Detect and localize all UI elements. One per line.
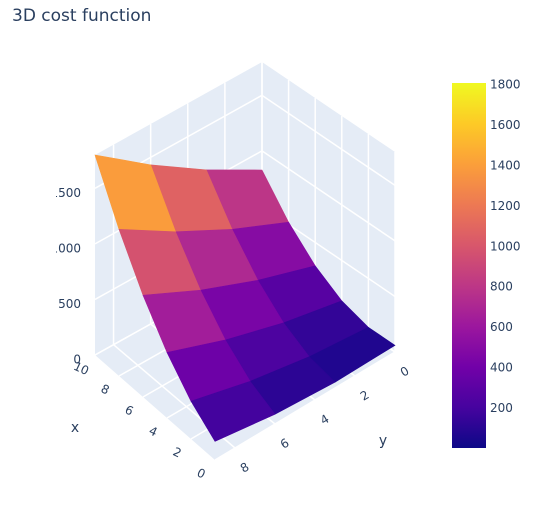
chart-title: 3D cost function — [12, 6, 151, 26]
x-tick-label: 0 — [195, 466, 208, 482]
grid-line — [261, 94, 396, 186]
x-tick-label: 8 — [99, 382, 112, 398]
colorbar-tick-label: 800 — [490, 280, 513, 294]
y-tick-label: 6 — [278, 436, 292, 452]
colorbar-tick-label: 1200 — [490, 199, 521, 213]
y-tick-label: 8 — [238, 460, 252, 476]
colorbar-tick-label: 1400 — [490, 158, 521, 172]
grid-line — [214, 351, 396, 461]
colorbar-tick-label: 200 — [490, 401, 513, 415]
y-tick-label: 4 — [318, 412, 332, 428]
y-axis-title: y — [379, 433, 387, 449]
z-tick-label: 1000 — [50, 241, 81, 255]
x-tick-label: 6 — [123, 403, 136, 419]
z-tick-label: 500 — [58, 297, 81, 311]
colorbar-tick-label: 1600 — [490, 118, 521, 132]
grid-line — [261, 150, 396, 242]
z-tick-label: 0 — [73, 353, 81, 367]
x-axis-title: x — [71, 420, 79, 436]
x-tick-label: 10 — [71, 359, 91, 378]
x-tick-label: 4 — [147, 424, 160, 440]
z-tick-label: 1500 — [50, 186, 81, 200]
colorbar-tick-label: 400 — [490, 361, 513, 375]
x-tick-label: 2 — [171, 445, 184, 461]
y-tick-label: 0 — [398, 364, 412, 380]
colorbar-tick-label: 1000 — [490, 239, 521, 253]
colorbar — [452, 83, 486, 448]
colorbar-tick-label: 1800 — [490, 78, 521, 92]
colorbar-tick-label: 600 — [490, 320, 513, 334]
surface-patch — [190, 380, 276, 442]
y-tick-label: 2 — [358, 388, 372, 404]
